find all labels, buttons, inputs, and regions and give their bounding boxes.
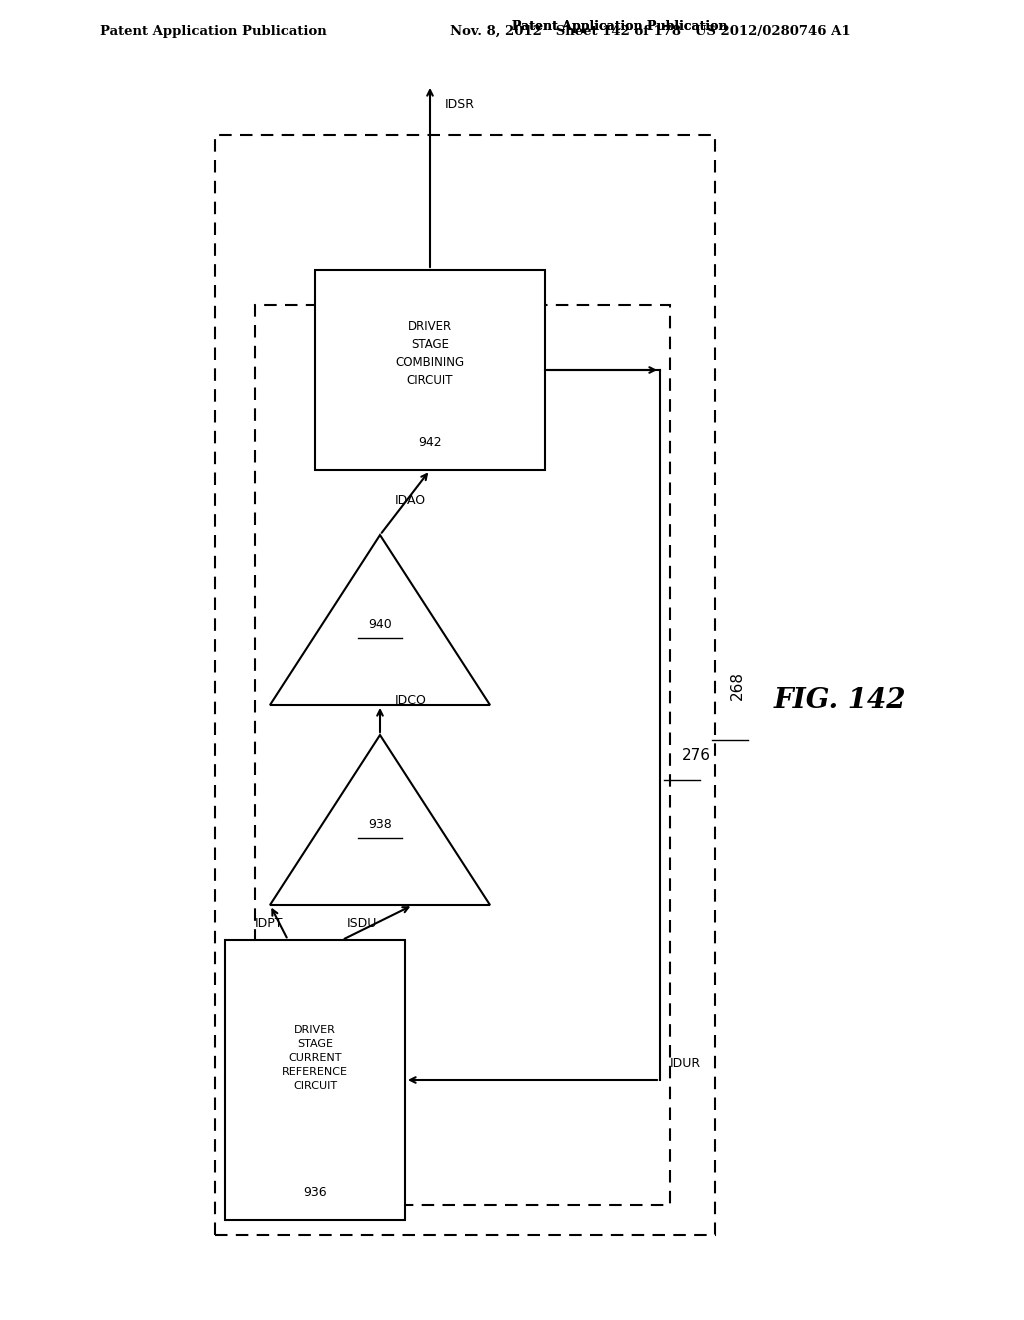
Text: 936: 936 bbox=[303, 1185, 327, 1199]
Text: 940: 940 bbox=[368, 619, 392, 631]
Text: Patent Application Publication: Patent Application Publication bbox=[512, 20, 727, 33]
Text: DRIVER
STAGE
CURRENT
REFERENCE
CIRCUIT: DRIVER STAGE CURRENT REFERENCE CIRCUIT bbox=[282, 1024, 348, 1090]
Bar bbox=[255, 305, 670, 1205]
Bar bbox=[315, 271, 545, 470]
Text: 268: 268 bbox=[730, 671, 745, 700]
Text: DRIVER
STAGE
COMBINING
CIRCUIT: DRIVER STAGE COMBINING CIRCUIT bbox=[395, 321, 465, 388]
Text: FIG. 142: FIG. 142 bbox=[774, 686, 906, 714]
Text: Patent Application Publication: Patent Application Publication bbox=[512, 20, 727, 33]
Text: 938: 938 bbox=[368, 818, 392, 832]
Text: IDCO: IDCO bbox=[395, 693, 427, 706]
Bar bbox=[215, 135, 715, 1236]
Text: 276: 276 bbox=[682, 747, 711, 763]
Text: Patent Application Publication: Patent Application Publication bbox=[100, 25, 327, 38]
Text: IDUR: IDUR bbox=[670, 1057, 701, 1071]
Text: IDSR: IDSR bbox=[445, 99, 475, 111]
Text: 942: 942 bbox=[418, 436, 441, 449]
Text: IDPT: IDPT bbox=[255, 917, 283, 931]
Text: ISDU: ISDU bbox=[347, 917, 378, 931]
Text: Nov. 8, 2012   Sheet 142 of 178   US 2012/0280746 A1: Nov. 8, 2012 Sheet 142 of 178 US 2012/02… bbox=[450, 25, 851, 38]
Text: IDAO: IDAO bbox=[395, 494, 426, 507]
Bar bbox=[225, 940, 406, 1220]
